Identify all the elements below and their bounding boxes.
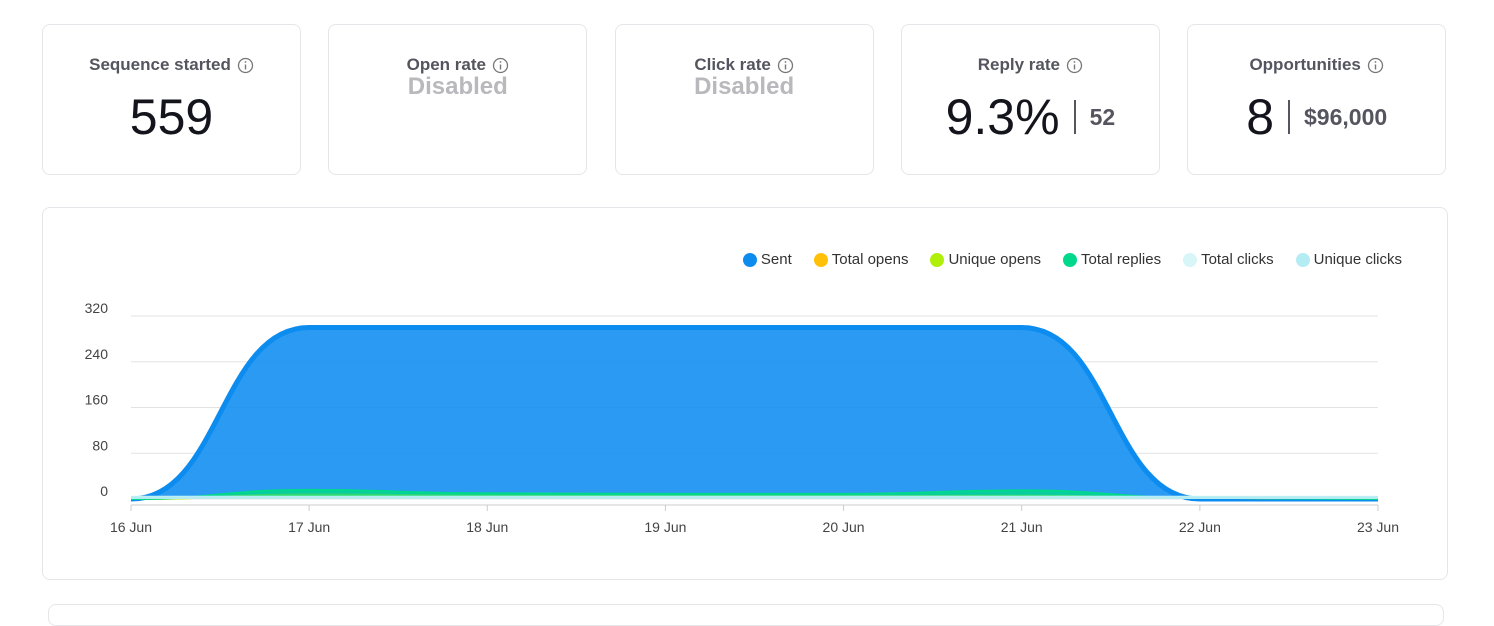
- info-dot: [499, 60, 502, 63]
- y-tick-label: 160: [85, 392, 109, 408]
- card-value: 8: [1246, 89, 1275, 145]
- card-title: Click rate: [694, 55, 771, 74]
- info-circle: [1066, 57, 1083, 73]
- card-value: Disabled: [694, 73, 795, 100]
- info-icon: [1367, 57, 1384, 73]
- info-circle: [237, 57, 254, 73]
- info-dot: [784, 60, 787, 63]
- legend-swatch: [813, 252, 828, 267]
- card-value-row: 9.3% 52: [902, 87, 1159, 147]
- info-circle: [492, 57, 509, 73]
- card-title-row: Sequence started: [43, 55, 300, 75]
- info-icon: [237, 57, 254, 73]
- x-tick-label: 22 Jun: [1179, 519, 1221, 535]
- legend-item: Total opens: [813, 251, 909, 268]
- legend-swatch: [1183, 252, 1198, 267]
- legend-swatch: [1063, 252, 1078, 267]
- next-card: [48, 604, 1444, 626]
- info-icon: [492, 57, 509, 73]
- card-value-row: Disabled: [329, 73, 586, 103]
- separator: [1288, 100, 1291, 134]
- card-title: Open rate: [406, 55, 486, 74]
- legend-item: Unique opens: [930, 251, 1041, 268]
- legend-swatch: [1295, 252, 1310, 267]
- legend: Sent Total opens Unique opens Total replies…: [742, 251, 1402, 268]
- legend-swatch: [742, 252, 757, 267]
- chart: 0 80 160 240 320 16 Jun 17 Jun 18 Jun 19 Jun 20 J…: [85, 300, 1399, 535]
- card-secondary: $96,000: [1304, 103, 1388, 130]
- card-value: 559: [129, 89, 214, 145]
- y-tick-label: 0: [100, 483, 108, 499]
- x-tick-label: 18 Jun: [466, 519, 508, 535]
- legend-label: Total replies: [1081, 251, 1162, 268]
- info-icon: [1066, 57, 1083, 73]
- card-value-row: Disabled: [616, 73, 873, 103]
- info-circle: [1367, 57, 1384, 73]
- x-tick-label: 21 Jun: [1001, 519, 1043, 535]
- info-dot: [1073, 60, 1076, 63]
- x-tick-label: 19 Jun: [644, 519, 686, 535]
- info-dot: [244, 60, 247, 63]
- card-value-row: 8 $96,000: [1188, 87, 1445, 147]
- card-value: 9.3%: [945, 89, 1060, 145]
- stat-card: Reply rate 9.3% 52: [900, 24, 1160, 175]
- legend-label: Unique clicks: [1313, 251, 1402, 268]
- card-title: Opportunities: [1249, 55, 1361, 74]
- card-title: Reply rate: [977, 55, 1060, 74]
- stat-card: Opportunities 8 $96,000: [1187, 24, 1447, 175]
- legend-label: Total clicks: [1201, 251, 1274, 268]
- card-title-row: Open rate: [329, 55, 586, 75]
- info-dot: [1374, 60, 1377, 63]
- card-value-row: 559: [43, 87, 300, 147]
- y-tick-label: 80: [92, 437, 108, 453]
- stat-card: Sequence started 559: [42, 24, 301, 175]
- card-value: Disabled: [407, 73, 508, 100]
- card-title-row: Opportunities: [1188, 55, 1445, 75]
- x-tick-label: 20 Jun: [823, 519, 865, 535]
- stat-card: Click rate Disabled: [614, 24, 874, 175]
- legend-label: Sent: [760, 251, 792, 268]
- legend-item: Sent: [742, 251, 792, 268]
- legend-item: Total clicks: [1183, 251, 1274, 268]
- page: {"cards": [ {"title": "Sequence started"…: [42, 24, 1448, 626]
- y-tick-label: 320: [85, 300, 109, 316]
- chart-card: Sent Total opens Unique opens Total replies…: [42, 207, 1448, 580]
- legend-item: Unique clicks: [1295, 251, 1402, 268]
- x-tick-label: 23 Jun: [1357, 519, 1399, 535]
- series-area: [131, 327, 1378, 499]
- legend-label: Total opens: [831, 251, 909, 268]
- legend-label: Unique opens: [948, 251, 1042, 268]
- x-tick-label: 17 Jun: [288, 519, 330, 535]
- card-title-row: Click rate: [616, 55, 873, 75]
- separator: [1073, 100, 1076, 134]
- y-tick-label: 240: [85, 346, 109, 362]
- series-line: [130, 324, 1378, 502]
- x-tick-label: 16 Jun: [110, 519, 152, 535]
- stat-card: Open rate Disabled: [328, 24, 588, 175]
- card-secondary: 52: [1089, 103, 1116, 130]
- card-title-row: Reply rate: [902, 55, 1159, 75]
- legend-swatch: [930, 252, 945, 267]
- legend-item: Total replies: [1063, 251, 1161, 268]
- info-icon: [777, 57, 794, 73]
- card-title: Sequence started: [89, 55, 231, 74]
- info-circle: [777, 57, 794, 73]
